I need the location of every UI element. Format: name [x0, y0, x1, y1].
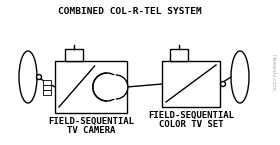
FancyBboxPatch shape [170, 49, 188, 61]
Text: COMBINED COL-R-TEL SYSTEM: COMBINED COL-R-TEL SYSTEM [58, 7, 202, 16]
Ellipse shape [231, 51, 249, 103]
Ellipse shape [19, 51, 37, 103]
Circle shape [221, 81, 225, 87]
FancyBboxPatch shape [43, 89, 51, 95]
Circle shape [104, 75, 128, 99]
Text: COLOR TV SET: COLOR TV SET [159, 120, 223, 129]
FancyBboxPatch shape [162, 61, 220, 107]
Text: FIELD-SEQUENTIAL: FIELD-SEQUENTIAL [48, 117, 134, 126]
Circle shape [93, 73, 121, 101]
FancyBboxPatch shape [65, 49, 83, 61]
Text: Hawestv.com: Hawestv.com [270, 55, 276, 91]
FancyBboxPatch shape [43, 85, 51, 89]
FancyBboxPatch shape [43, 79, 51, 85]
Circle shape [36, 75, 41, 79]
Text: FIELD-SEQUENTIAL: FIELD-SEQUENTIAL [148, 111, 234, 120]
FancyBboxPatch shape [55, 61, 127, 113]
Text: TV CAMERA: TV CAMERA [67, 126, 115, 135]
